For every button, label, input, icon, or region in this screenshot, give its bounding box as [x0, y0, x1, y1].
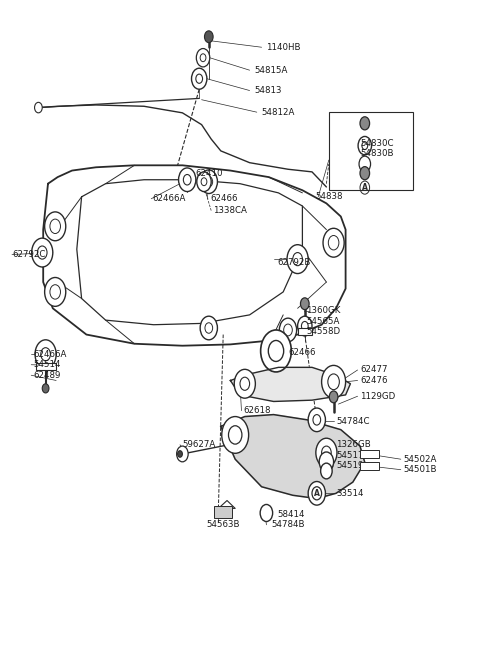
Circle shape: [192, 68, 207, 89]
Circle shape: [35, 340, 56, 369]
Circle shape: [197, 172, 211, 192]
Bar: [214, 506, 232, 518]
Circle shape: [319, 452, 334, 472]
Circle shape: [196, 49, 210, 67]
Circle shape: [179, 168, 196, 192]
Text: 62466: 62466: [210, 194, 238, 203]
Circle shape: [308, 482, 325, 505]
Text: 54830C: 54830C: [360, 138, 394, 148]
Circle shape: [222, 417, 249, 453]
Text: 1360GK: 1360GK: [306, 306, 341, 316]
Text: 54784C: 54784C: [336, 417, 370, 426]
Circle shape: [323, 228, 344, 257]
Circle shape: [45, 212, 66, 241]
Text: 1326GB: 1326GB: [336, 440, 371, 449]
Circle shape: [316, 438, 337, 467]
Text: 54501B: 54501B: [403, 465, 437, 474]
Circle shape: [260, 504, 273, 522]
Text: 62618: 62618: [244, 406, 271, 415]
Text: 33514: 33514: [336, 489, 363, 498]
Text: 1338CA: 1338CA: [213, 206, 247, 215]
Bar: [298, 328, 312, 335]
Circle shape: [234, 369, 255, 398]
Text: 62489: 62489: [34, 371, 61, 380]
Circle shape: [45, 277, 66, 306]
Text: 54830B: 54830B: [360, 149, 394, 158]
Bar: [360, 462, 379, 470]
Text: 54563B: 54563B: [206, 520, 240, 529]
Circle shape: [279, 318, 297, 342]
Text: 62792B: 62792B: [277, 258, 311, 267]
Circle shape: [200, 170, 217, 194]
Text: 54514: 54514: [34, 360, 61, 369]
Text: 54519: 54519: [336, 461, 363, 470]
Text: 62410: 62410: [196, 169, 223, 178]
Text: 54502A: 54502A: [403, 455, 437, 464]
Text: 54565A: 54565A: [306, 317, 340, 326]
Bar: [36, 363, 56, 370]
Circle shape: [261, 330, 291, 372]
Circle shape: [321, 463, 332, 479]
Polygon shape: [221, 415, 365, 499]
Text: 58414: 58414: [277, 510, 305, 519]
Circle shape: [177, 446, 188, 462]
Circle shape: [329, 391, 338, 403]
Text: 62792C: 62792C: [12, 250, 46, 259]
Circle shape: [298, 316, 312, 336]
Text: 54812A: 54812A: [262, 108, 295, 117]
Polygon shape: [218, 501, 235, 508]
Bar: [329, 112, 413, 190]
Circle shape: [358, 136, 372, 155]
Text: 1129GD: 1129GD: [360, 392, 395, 401]
Circle shape: [300, 298, 309, 310]
Text: 62466A: 62466A: [34, 350, 67, 359]
Bar: [360, 450, 379, 458]
Circle shape: [359, 156, 371, 172]
Text: 1140HB: 1140HB: [266, 43, 301, 52]
Text: 62476: 62476: [360, 376, 387, 385]
Circle shape: [308, 408, 325, 432]
Text: 62466A: 62466A: [153, 194, 186, 203]
Text: 62466: 62466: [288, 348, 315, 358]
Circle shape: [322, 365, 346, 398]
Polygon shape: [230, 367, 350, 401]
Text: 54815A: 54815A: [254, 66, 288, 75]
Circle shape: [287, 245, 308, 274]
Text: 54784B: 54784B: [271, 520, 305, 529]
Circle shape: [42, 384, 49, 393]
Circle shape: [35, 102, 42, 113]
Text: 62477: 62477: [360, 365, 387, 375]
Text: A: A: [362, 183, 368, 192]
Circle shape: [360, 117, 370, 130]
Text: 59627A: 59627A: [182, 440, 216, 449]
Circle shape: [204, 31, 213, 43]
Text: A: A: [314, 489, 320, 498]
Text: 54813: 54813: [254, 86, 282, 95]
Text: 54517: 54517: [336, 451, 363, 460]
Circle shape: [360, 167, 370, 180]
Circle shape: [178, 451, 182, 457]
Text: 54838: 54838: [316, 192, 343, 201]
Text: 54558D: 54558D: [306, 327, 340, 337]
Circle shape: [32, 238, 53, 267]
Circle shape: [200, 316, 217, 340]
